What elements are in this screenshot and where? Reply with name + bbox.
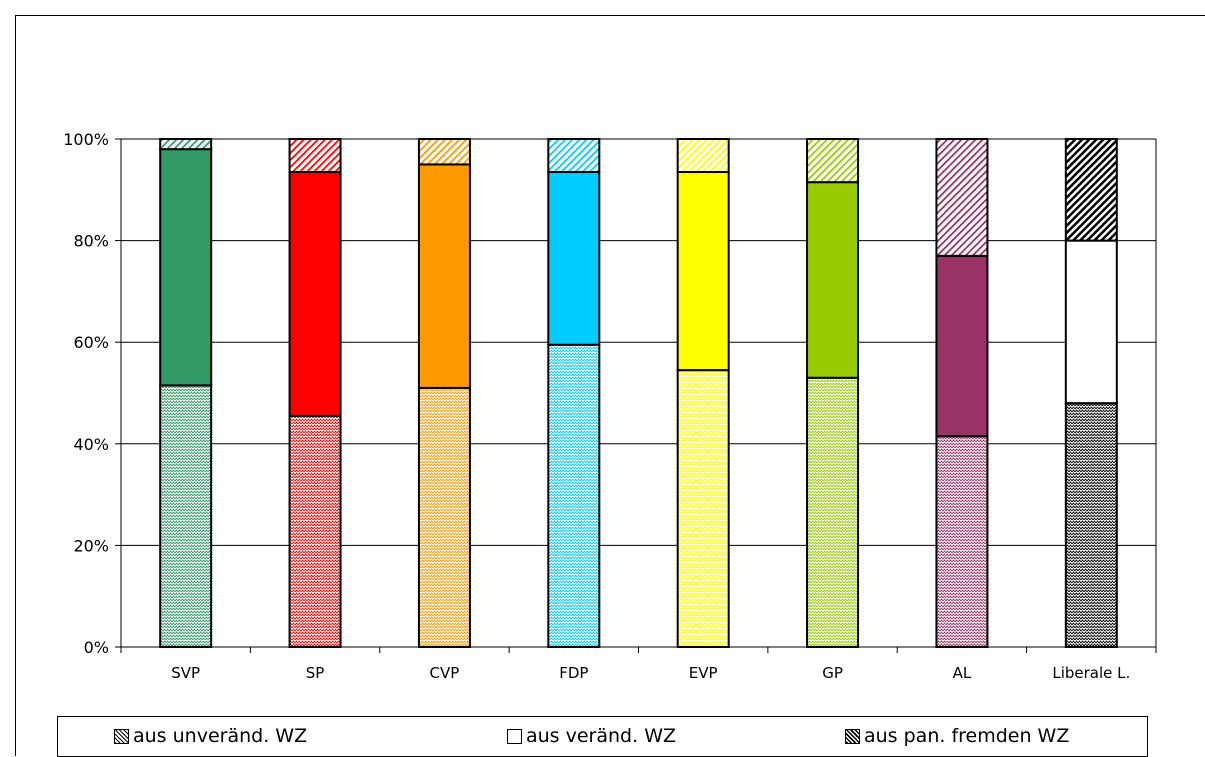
bar-segment-veraendert bbox=[935, 254, 989, 438]
bar-segment-veraendert bbox=[547, 171, 601, 346]
legend-label: aus pan. fremden WZ bbox=[864, 725, 1070, 747]
x-category-label: CVP bbox=[430, 664, 460, 682]
legend-swatch-icon bbox=[507, 728, 522, 744]
x-category-label: FDP bbox=[559, 664, 588, 682]
bar-segment-unveraendert bbox=[417, 386, 471, 648]
legend: aus unveränd. WZ aus veränd. WZ aus pan.… bbox=[57, 716, 1148, 757]
bar-segment-fremden bbox=[935, 138, 989, 257]
legend-label: aus veränd. WZ bbox=[526, 725, 676, 747]
bar-segment-unveraendert bbox=[806, 376, 860, 648]
bar-segment-fremden bbox=[159, 138, 213, 151]
x-category-label: SP bbox=[306, 664, 325, 682]
bar-segment-unveraendert bbox=[1064, 402, 1118, 648]
y-tick-label: 100% bbox=[63, 130, 109, 149]
bar-segment-unveraendert bbox=[159, 384, 213, 648]
legend-item-fremden: aus pan. fremden WZ bbox=[845, 725, 1069, 747]
y-tick-label: 60% bbox=[73, 333, 109, 352]
x-category-label: GP bbox=[822, 664, 843, 682]
bar-segment-unveraendert bbox=[288, 414, 342, 648]
bar-segment-unveraendert bbox=[547, 343, 601, 648]
bar-segment-fremden bbox=[417, 138, 471, 166]
chart-svg: 0% 20% 40% 60% 80% 100% SVP SP CVP FDP EVP GP AL Libe… bbox=[63, 130, 1157, 682]
legend-swatch-icon bbox=[114, 728, 129, 744]
bar-segment-fremden bbox=[676, 138, 730, 174]
legend-item-unveraendert: aus unveränd. WZ bbox=[114, 725, 307, 747]
y-tick-label: 80% bbox=[73, 232, 109, 251]
bar-segment-veraendert bbox=[288, 171, 342, 417]
labels: 0% 20% 40% 60% 80% 100% SVP SP CVP FDP EVP GP AL Libe… bbox=[63, 130, 1130, 682]
bar-segment-veraendert bbox=[676, 171, 730, 372]
x-category-label: AL bbox=[953, 664, 972, 682]
bar-segment-fremden bbox=[288, 138, 342, 174]
legend-label: aus unveränd. WZ bbox=[133, 725, 308, 747]
bar-segment-veraendert bbox=[417, 163, 471, 389]
bars bbox=[159, 138, 1118, 648]
bar-segment-unveraendert bbox=[676, 369, 730, 648]
bar-segment-fremden bbox=[1064, 138, 1118, 242]
bar-segment-veraendert bbox=[159, 148, 213, 387]
chart-frame: 0% 20% 40% 60% 80% 100% SVP SP CVP FDP EVP GP AL Libe… bbox=[15, 15, 1205, 757]
bar-segment-veraendert bbox=[1064, 239, 1118, 405]
bar-segment-fremden bbox=[547, 138, 601, 174]
legend-swatch-icon bbox=[845, 728, 860, 744]
x-category-label: EVP bbox=[689, 664, 718, 682]
x-category-label: Liberale L. bbox=[1052, 664, 1130, 682]
y-tick-label: 0% bbox=[84, 638, 109, 657]
legend-item-veraendert: aus veränd. WZ bbox=[507, 725, 676, 747]
y-tick-label: 40% bbox=[73, 435, 109, 454]
bar-segment-veraendert bbox=[806, 181, 860, 379]
axes bbox=[115, 138, 1157, 653]
x-category-label: SVP bbox=[171, 664, 200, 682]
grid-lines bbox=[121, 138, 1156, 546]
bar-segment-unveraendert bbox=[935, 435, 989, 648]
bar-segment-fremden bbox=[806, 138, 860, 184]
y-tick-label: 20% bbox=[73, 536, 109, 555]
